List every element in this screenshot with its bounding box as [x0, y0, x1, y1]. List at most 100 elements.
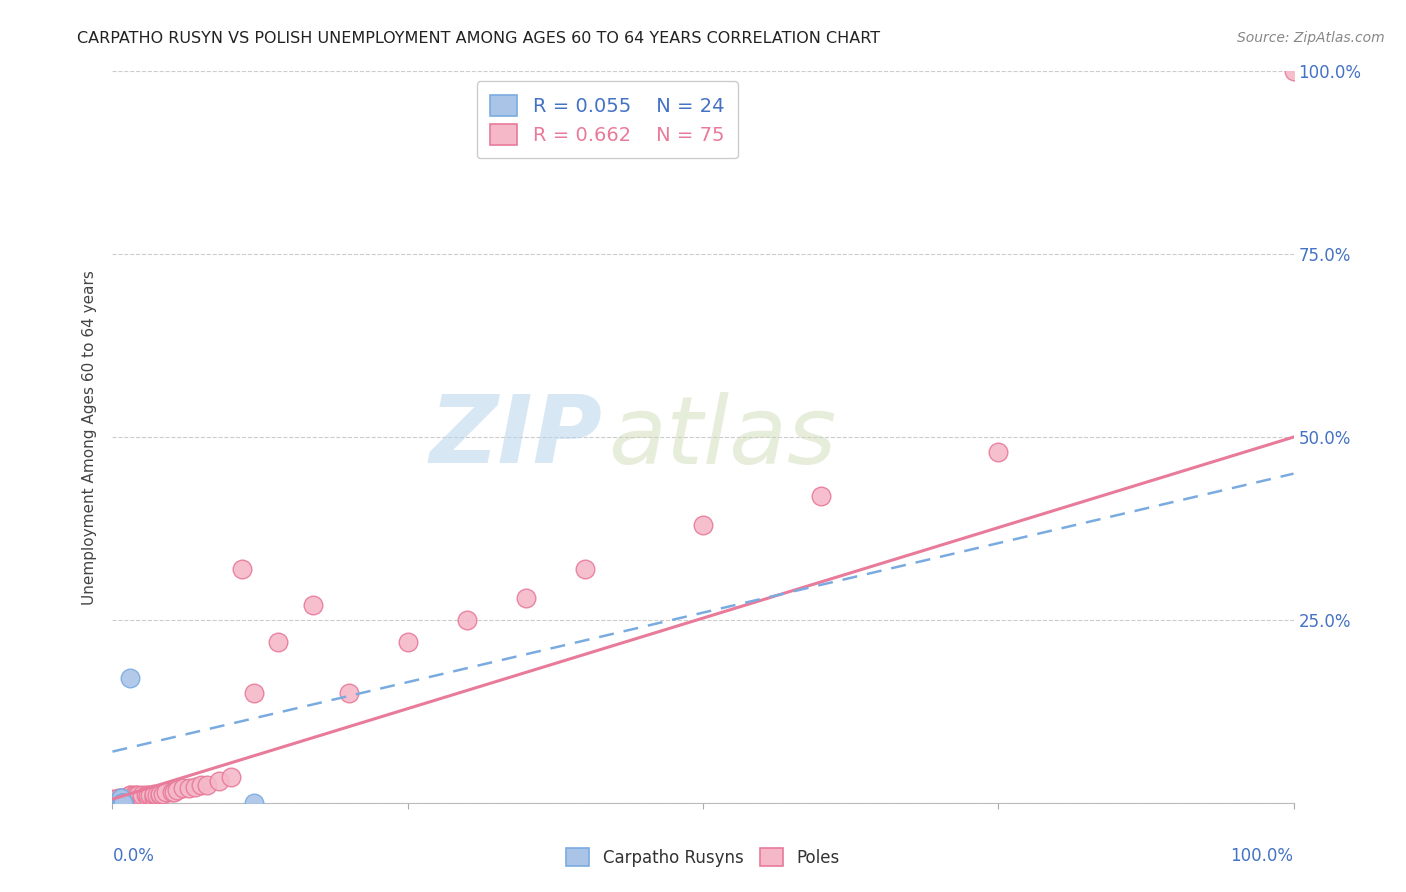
Point	[515, 591, 537, 605]
Point	[131, 789, 153, 803]
Text: atlas: atlas	[609, 392, 837, 483]
Point	[115, 792, 138, 806]
Point	[110, 796, 132, 810]
Point	[110, 790, 132, 805]
Point	[112, 792, 135, 806]
Point	[125, 792, 148, 806]
Point	[810, 489, 832, 503]
Y-axis label: Unemployment Among Ages 60 to 64 years: Unemployment Among Ages 60 to 64 years	[82, 269, 97, 605]
Point	[120, 792, 142, 806]
Point	[110, 790, 132, 805]
Point	[110, 796, 132, 810]
Point	[107, 796, 129, 810]
Point	[107, 796, 129, 810]
Point	[190, 777, 212, 792]
Point	[231, 562, 253, 576]
Point	[110, 792, 132, 806]
Point	[110, 792, 132, 806]
Point	[107, 796, 129, 810]
Point	[142, 789, 165, 803]
Point	[122, 790, 145, 805]
Point	[302, 599, 325, 613]
Point	[112, 796, 135, 810]
Text: 100.0%: 100.0%	[1230, 847, 1294, 864]
Point	[101, 796, 124, 810]
Point	[127, 790, 149, 805]
Point	[163, 785, 186, 799]
Point	[172, 781, 194, 796]
Point	[219, 770, 242, 784]
Point	[120, 789, 142, 803]
Point	[195, 777, 218, 792]
Point	[267, 635, 290, 649]
Point	[107, 792, 129, 806]
Point	[208, 773, 231, 788]
Point	[127, 789, 149, 803]
Point	[692, 517, 714, 532]
Point	[120, 790, 142, 805]
Point	[120, 672, 142, 686]
Point	[107, 792, 129, 806]
Point	[125, 789, 148, 803]
Text: CARPATHO RUSYN VS POLISH UNEMPLOYMENT AMONG AGES 60 TO 64 YEARS CORRELATION CHAR: CARPATHO RUSYN VS POLISH UNEMPLOYMENT AM…	[77, 31, 880, 46]
Point	[110, 796, 132, 810]
Point	[243, 686, 266, 700]
Point	[110, 792, 132, 806]
Point	[107, 796, 129, 810]
Point	[101, 796, 124, 810]
Point	[101, 792, 124, 806]
Point	[155, 785, 177, 799]
Point	[149, 787, 172, 801]
Point	[107, 790, 129, 805]
Point	[136, 790, 159, 805]
Point	[987, 444, 1010, 458]
Legend: Carpatho Rusyns, Poles: Carpatho Rusyns, Poles	[558, 839, 848, 875]
Point	[149, 789, 172, 803]
Point	[110, 796, 132, 810]
Point	[120, 790, 142, 805]
Point	[110, 796, 132, 810]
Point	[110, 790, 132, 805]
Point	[112, 796, 135, 810]
Point	[110, 792, 132, 806]
Point	[574, 562, 596, 576]
Point	[107, 796, 129, 810]
Point	[456, 613, 478, 627]
Point	[166, 782, 188, 797]
Point	[120, 789, 142, 803]
Point	[110, 796, 132, 810]
Point	[160, 785, 183, 799]
Point	[112, 796, 135, 810]
Point	[112, 796, 135, 810]
Point	[184, 780, 207, 794]
Text: 0.0%: 0.0%	[112, 847, 155, 864]
Point	[112, 792, 135, 806]
Point	[111, 796, 134, 810]
Text: ZIP: ZIP	[430, 391, 603, 483]
Point	[115, 790, 138, 805]
Point	[112, 790, 135, 805]
Point	[122, 789, 145, 803]
Point	[179, 781, 201, 796]
Point	[107, 792, 129, 806]
Point	[135, 789, 157, 803]
Point	[136, 789, 159, 803]
Point	[107, 796, 129, 810]
Point	[243, 796, 266, 810]
Point	[110, 790, 132, 805]
Point	[115, 796, 138, 810]
Point	[110, 796, 132, 810]
Point	[110, 792, 132, 806]
Point	[142, 790, 165, 805]
Point	[337, 686, 360, 700]
Text: Source: ZipAtlas.com: Source: ZipAtlas.com	[1237, 31, 1385, 45]
Point	[107, 796, 129, 810]
Point	[110, 796, 132, 810]
Point	[111, 796, 134, 810]
Point	[142, 787, 165, 801]
Point	[1282, 64, 1305, 78]
Point	[152, 787, 174, 801]
Point	[146, 789, 169, 803]
Point	[125, 790, 148, 805]
Point	[131, 790, 153, 805]
